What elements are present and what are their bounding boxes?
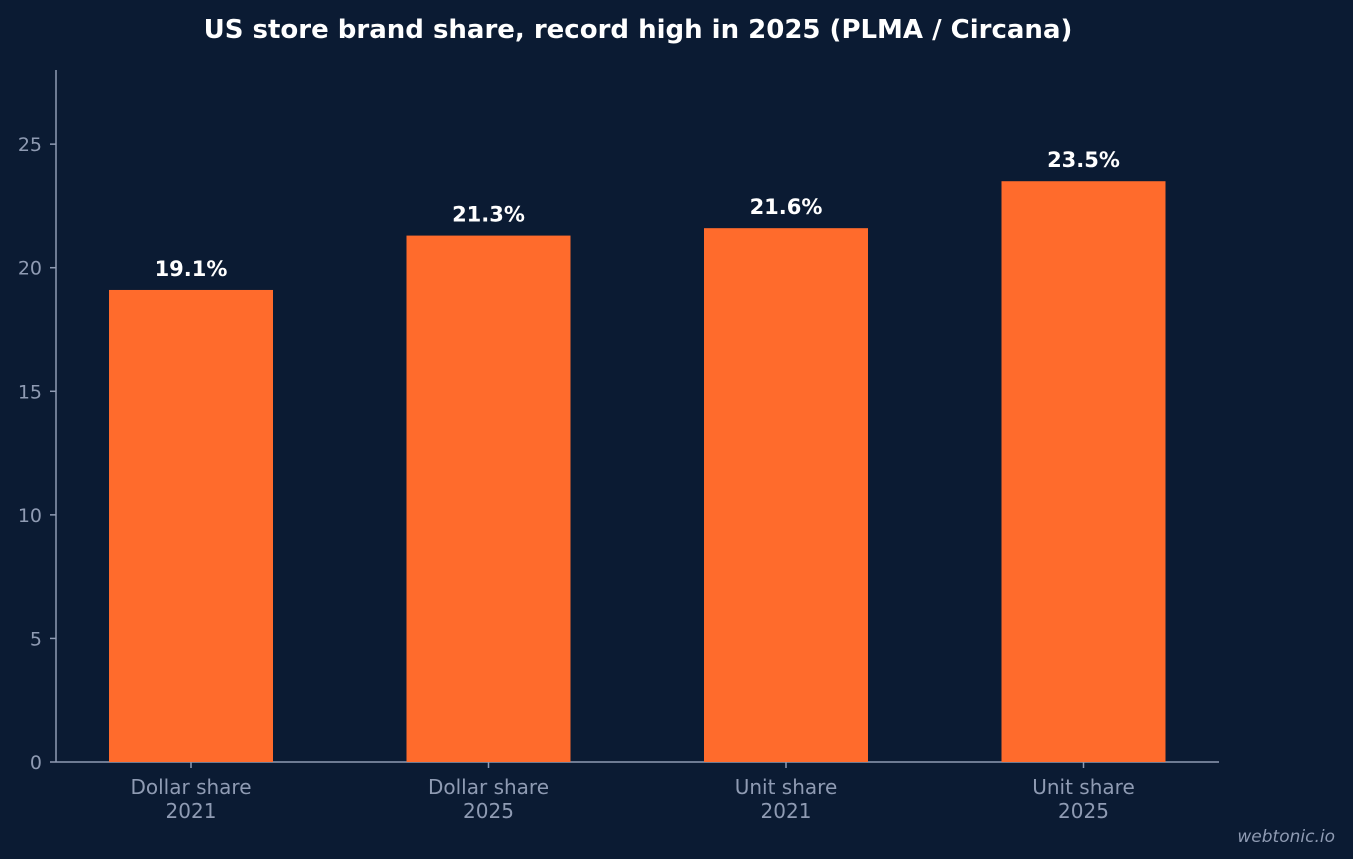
bar — [406, 235, 571, 763]
bar — [704, 228, 868, 762]
x-tick-label: Dollar share — [130, 775, 251, 799]
y-tick-label: 15 — [18, 381, 42, 403]
bars-group: 19.1% 21.3% 21.6% 23.5% — [109, 148, 1166, 763]
bar-value-label: 21.6% — [750, 195, 823, 219]
y-tick-label: 5 — [30, 628, 42, 650]
x-tick-label: 2025 — [463, 799, 514, 823]
watermark: webtonic.io — [1237, 827, 1335, 847]
y-tick-label: 10 — [18, 505, 42, 527]
x-tick-label: Unit share — [1032, 775, 1135, 799]
x-tick-label: Dollar share — [428, 775, 549, 799]
bar — [1001, 181, 1166, 762]
bar-value-label: 19.1% — [155, 257, 228, 281]
bar — [109, 289, 273, 762]
y-tick-label: 0 — [30, 752, 42, 774]
bar-value-label: 21.3% — [452, 203, 525, 227]
x-tick-label: Unit share — [735, 775, 838, 799]
y-tick-label: 25 — [18, 134, 42, 156]
chart-title: US store brand share, record high in 202… — [204, 15, 1073, 45]
y-tick-label: 20 — [18, 258, 42, 280]
y-axis-ticks: 0 5 10 15 20 25 — [18, 134, 56, 774]
x-tick-label: 2021 — [166, 799, 217, 823]
bar-value-label: 23.5% — [1047, 148, 1120, 172]
x-tick-label: 2025 — [1058, 799, 1109, 823]
x-tick-label: 2021 — [761, 799, 812, 823]
